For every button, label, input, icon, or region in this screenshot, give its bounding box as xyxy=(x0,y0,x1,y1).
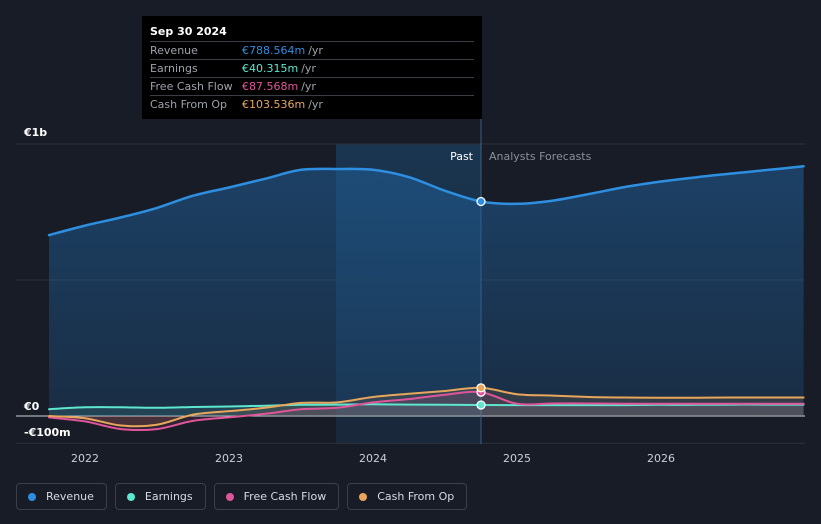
legend-dot-icon xyxy=(28,492,36,501)
x-tick-label: 2025 xyxy=(503,452,531,465)
axis-labels: €1b €0 -€100m 2022 2023 2024 2025 2026 P… xyxy=(23,126,675,465)
series-lines xyxy=(47,165,805,432)
legend-item-revenue[interactable]: Revenue xyxy=(16,483,107,510)
line-free-cash-flow xyxy=(48,390,805,432)
tooltip-label: Cash From Op xyxy=(150,98,228,111)
marker-earnings xyxy=(476,400,486,410)
tooltip-unit: /yr xyxy=(308,44,323,57)
legend-dot-icon xyxy=(359,492,368,501)
tooltip-label: Revenue xyxy=(150,44,198,57)
tooltip-date: Sep 30 2024 xyxy=(150,25,227,38)
tooltip-row-revenue: Revenue €788.564m /yr xyxy=(150,41,474,59)
legend: Revenue Earnings Free Cash Flow Cash Fro… xyxy=(16,483,468,510)
y-tick-label: €0 xyxy=(23,400,40,413)
tooltip-unit: /yr xyxy=(301,62,316,75)
tooltip-value: €40.315m xyxy=(242,62,299,75)
legend-label: Cash From Op xyxy=(377,490,455,503)
line-earnings xyxy=(48,403,805,411)
area-cash-from-op xyxy=(49,387,804,427)
legend-dot-icon xyxy=(225,492,234,501)
tooltip-markers xyxy=(476,196,486,410)
forecast-label: Analysts Forecasts xyxy=(489,150,592,163)
area-revenue xyxy=(49,166,804,416)
tooltip-row-earnings: Earnings €40.315m /yr xyxy=(150,59,474,77)
x-tick-label: 2022 xyxy=(71,452,99,465)
line-cash-from-op xyxy=(48,386,805,428)
legend-dot-icon xyxy=(126,492,135,501)
tooltip-label: Free Cash Flow xyxy=(150,80,233,93)
line-revenue xyxy=(47,165,805,237)
x-tick-label: 2023 xyxy=(215,452,243,465)
legend-item-free-cash-flow[interactable]: Free Cash Flow xyxy=(213,483,340,510)
tooltip-value: €103.536m xyxy=(242,98,306,111)
tooltip-value: €788.564m xyxy=(242,44,306,57)
past-label: Past xyxy=(450,150,474,163)
x-tick-label: 2024 xyxy=(359,452,387,465)
tooltip-value: €87.568m xyxy=(242,80,299,93)
area-free-cash-flow xyxy=(49,391,804,431)
tooltip-row-cash-from-op: Cash From Op €103.536m /yr xyxy=(150,95,474,113)
tooltip: Sep 30 2024 Revenue €788.564m /yr Earnin… xyxy=(142,16,482,119)
y-tick-label: €1b xyxy=(23,126,47,139)
tooltip-label: Earnings xyxy=(150,62,198,75)
legend-item-cash-from-op[interactable]: Cash From Op xyxy=(347,483,468,510)
legend-label: Revenue xyxy=(46,490,94,503)
tooltip-unit: /yr xyxy=(301,80,316,93)
x-tick-label: 2026 xyxy=(647,452,675,465)
marker-revenue xyxy=(476,196,486,207)
tooltip-unit: /yr xyxy=(308,98,323,111)
legend-label: Free Cash Flow xyxy=(243,490,327,503)
y-tick-label: -€100m xyxy=(24,426,71,439)
legend-item-earnings[interactable]: Earnings xyxy=(114,483,206,510)
tooltip-row-free-cash-flow: Free Cash Flow €87.568m /yr xyxy=(150,77,474,95)
marker-cash-from-op xyxy=(476,383,486,393)
legend-label: Earnings xyxy=(144,490,193,503)
